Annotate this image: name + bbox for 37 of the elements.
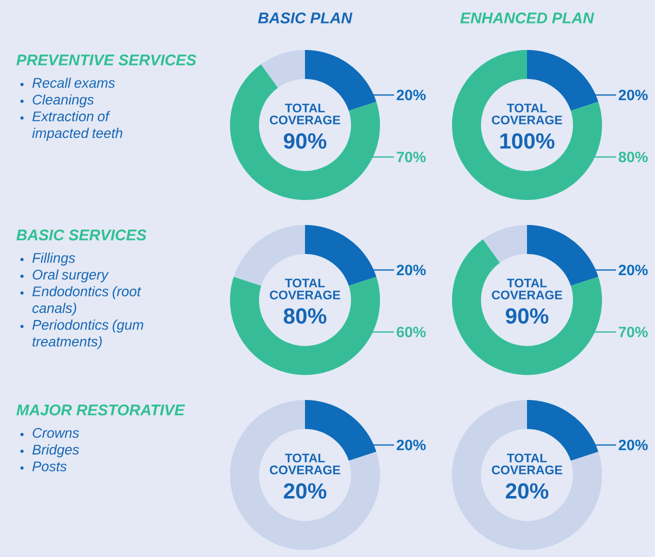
text: TOTAL COVERAGE xyxy=(492,454,562,474)
text: Endodontics (root canals) xyxy=(32,286,142,316)
text: TOTAL COVERAGE xyxy=(492,278,562,300)
text: TOTAL COVERAGE xyxy=(270,278,340,300)
text: TOTAL COVERAGE xyxy=(270,104,340,124)
data-label: 20% xyxy=(618,440,648,450)
data-label: 20% xyxy=(396,90,426,100)
data-label: 20% xyxy=(618,90,648,100)
text: Bridges xyxy=(32,444,80,458)
data-label: 20% xyxy=(396,264,426,276)
data-label: 20% xyxy=(396,440,426,450)
text: Fillings xyxy=(32,252,76,266)
text: 20% xyxy=(284,483,326,499)
text: 80% xyxy=(284,308,326,324)
text: Recall exams xyxy=(32,78,115,88)
text: MAJOR RESTORATIVE xyxy=(16,404,186,416)
data-label: 80% xyxy=(618,152,648,162)
text: Crowns xyxy=(32,428,79,438)
chart-title: BASIC PLAN xyxy=(258,12,352,24)
data-label: 70% xyxy=(618,326,648,338)
text: BASIC SERVICES xyxy=(16,230,146,240)
text: Periodontics (gum treatments) xyxy=(32,320,144,350)
text: Extraction of impacted teeth xyxy=(32,111,122,141)
chart-title: ENHANCED PLAN xyxy=(460,12,594,24)
data-label: 60% xyxy=(396,326,426,338)
data-label: 20% xyxy=(618,264,648,276)
text: PREVENTIVE SERVICES xyxy=(16,54,196,66)
text: 20% xyxy=(506,483,548,499)
text: Posts xyxy=(32,462,67,472)
text: Cleanings xyxy=(32,94,94,108)
text: Oral surgery xyxy=(32,269,109,282)
data-label: 70% xyxy=(396,152,426,162)
text: 90% xyxy=(506,308,548,324)
text: 100% xyxy=(500,133,554,149)
text: 90% xyxy=(284,133,326,149)
text: TOTAL COVERAGE xyxy=(270,454,340,474)
text: TOTAL COVERAGE xyxy=(492,104,562,124)
